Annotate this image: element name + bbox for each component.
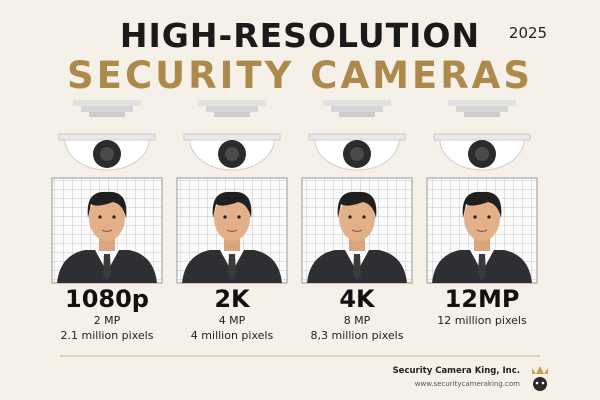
camera-base: [433, 133, 531, 141]
mouth: [351, 229, 363, 233]
logo: [532, 366, 548, 391]
resolution-label: 12MP: [445, 285, 520, 313]
spec-line: 12 million pixels: [437, 314, 527, 327]
camera-mount: [339, 112, 375, 117]
camera-mount: [448, 100, 516, 106]
face: [339, 195, 375, 241]
camera-lens-inner: [475, 147, 489, 161]
eye: [112, 215, 116, 219]
eye: [362, 215, 366, 219]
camera-base: [308, 133, 406, 141]
camera-mount: [198, 100, 266, 106]
camera-lens-inner: [100, 147, 114, 161]
panel: 2K4 MP 4 million pixels: [176, 100, 288, 342]
camera-mount: [206, 106, 258, 112]
hair: [337, 191, 377, 218]
subtitle: SECURITY CAMERAS: [67, 54, 533, 97]
camera-mount: [81, 106, 133, 112]
tie: [353, 254, 361, 280]
spec-line: 2 MP: [94, 314, 121, 327]
hair: [87, 191, 127, 218]
spec-line: 2.1 million pixels: [61, 329, 154, 342]
resolution-label: 1080p: [65, 285, 149, 313]
title: HIGH-RESOLUTION: [120, 16, 480, 55]
eye: [237, 215, 241, 219]
camera-mount: [323, 100, 391, 106]
mouth: [476, 229, 488, 233]
camera-mount: [214, 112, 250, 117]
face: [214, 195, 250, 241]
camera-base: [58, 133, 156, 141]
eye: [473, 215, 477, 219]
camera-base: [183, 133, 281, 141]
eye: [98, 215, 102, 219]
eye: [487, 215, 491, 219]
eye: [223, 215, 227, 219]
tie: [103, 254, 111, 280]
tie: [478, 254, 486, 280]
url: www.securitycameraking.com: [415, 380, 520, 388]
spec-line: 8,3 million pixels: [311, 329, 404, 342]
spec-line: 8 MP: [344, 314, 371, 327]
company: Security Camera King, Inc.: [393, 366, 520, 376]
panel: 4K8 MP 8,3 million pixels: [301, 100, 413, 342]
camera-lens-inner: [225, 147, 239, 161]
mouth: [101, 229, 113, 233]
face: [464, 195, 500, 241]
camera-lens-inner: [350, 147, 364, 161]
eye: [348, 215, 352, 219]
resolution-label: 4K: [339, 285, 376, 313]
camera-mount: [331, 106, 383, 112]
camera-mount: [89, 112, 125, 117]
year: 2025: [509, 24, 547, 42]
hair: [462, 191, 502, 218]
tie: [228, 254, 236, 280]
hair: [212, 191, 252, 218]
camera-mount: [73, 100, 141, 106]
camera-mount: [456, 106, 508, 112]
face: [89, 195, 125, 241]
camera-mount: [464, 112, 500, 117]
mouth: [226, 229, 238, 233]
spec-line: 4 MP: [219, 314, 246, 327]
resolution-label: 2K: [214, 285, 251, 313]
spec-line: 4 million pixels: [191, 329, 274, 342]
